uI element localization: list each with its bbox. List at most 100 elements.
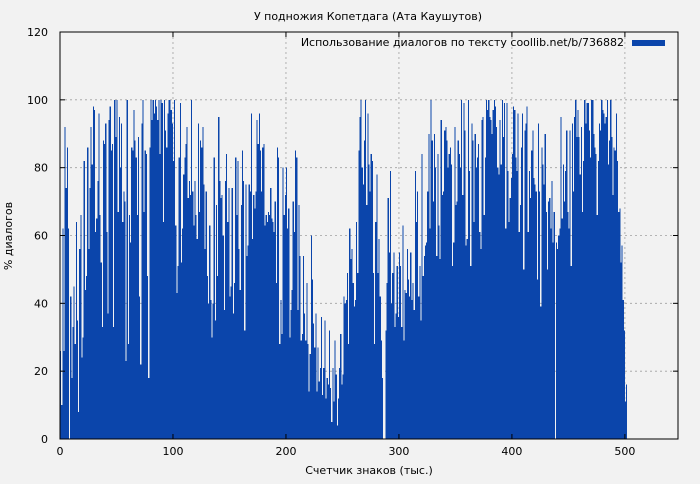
bar (319, 367, 321, 439)
bar (322, 394, 324, 439)
bar (559, 228, 561, 439)
bar (237, 160, 239, 439)
bar (585, 123, 587, 439)
bar (82, 337, 84, 439)
bar (391, 303, 393, 439)
bar (541, 147, 543, 439)
bar (537, 123, 540, 439)
bar (604, 123, 606, 439)
bar (282, 167, 284, 440)
bar (215, 204, 218, 439)
legend-swatch (632, 40, 665, 46)
bar (318, 381, 320, 439)
bar (235, 157, 237, 440)
bar (168, 99, 170, 439)
bar (167, 113, 169, 440)
bar (358, 150, 360, 439)
bar (79, 249, 81, 439)
bar (481, 120, 483, 440)
bar (397, 316, 399, 439)
bar (95, 232, 97, 439)
bar (448, 154, 450, 439)
bar (127, 344, 129, 439)
bar (136, 215, 138, 439)
bar (472, 140, 474, 439)
bar (92, 106, 94, 440)
bar (246, 255, 248, 439)
bar (597, 160, 599, 439)
bar (85, 276, 88, 439)
bar (149, 147, 151, 439)
bar (162, 221, 164, 439)
bar (565, 171, 567, 439)
bar (359, 116, 361, 439)
bar (498, 174, 500, 439)
bar (516, 171, 518, 439)
bar (316, 391, 318, 439)
y-tick-label: 0 (41, 433, 48, 446)
bar (583, 160, 585, 439)
y-tick-label: 40 (34, 297, 48, 310)
bar (602, 110, 604, 439)
bar (192, 191, 194, 439)
bar (156, 106, 158, 440)
bar (419, 266, 421, 439)
bar (354, 299, 357, 439)
bar (340, 333, 342, 439)
bar (244, 330, 246, 439)
bar (588, 130, 590, 440)
bar (63, 350, 65, 439)
bar (114, 99, 116, 439)
bar (179, 103, 181, 439)
bar (453, 242, 455, 439)
bar (396, 266, 398, 439)
bar (172, 160, 175, 439)
bar (65, 188, 67, 439)
bar (518, 232, 520, 439)
bar (622, 299, 624, 439)
bar (374, 344, 376, 439)
bar (487, 110, 489, 439)
bar (111, 143, 114, 439)
bar (533, 177, 535, 439)
bar (449, 147, 451, 439)
bar (252, 238, 254, 439)
bar (467, 99, 469, 439)
bar (379, 296, 381, 439)
bar (100, 262, 102, 439)
bar (569, 130, 571, 440)
bar (525, 123, 527, 439)
bar (378, 238, 380, 439)
bar (113, 327, 115, 439)
bar (561, 218, 563, 439)
bar (462, 194, 464, 439)
bar (212, 303, 214, 439)
bar (226, 154, 228, 439)
bar (315, 313, 317, 439)
bar (194, 181, 196, 440)
bar (531, 150, 533, 439)
bar (146, 276, 149, 439)
bar (335, 374, 337, 439)
bar (291, 289, 293, 439)
bar (67, 228, 70, 439)
bar (285, 167, 288, 440)
bar (413, 310, 415, 439)
bar (180, 262, 183, 439)
bar (618, 211, 620, 439)
bar (581, 211, 584, 439)
bar (474, 133, 476, 439)
bar (224, 181, 227, 440)
y-tick-label: 120 (27, 26, 48, 39)
bar (107, 313, 109, 439)
bar (497, 167, 499, 440)
bar (66, 147, 68, 439)
bar (557, 249, 559, 439)
bar (527, 232, 529, 439)
bar (105, 123, 107, 439)
bar (269, 215, 271, 439)
bar (314, 347, 316, 439)
bar (506, 103, 508, 439)
bar (263, 143, 265, 439)
chart-title: У подножия Копетдага (Ата Каушутов) (254, 10, 482, 23)
